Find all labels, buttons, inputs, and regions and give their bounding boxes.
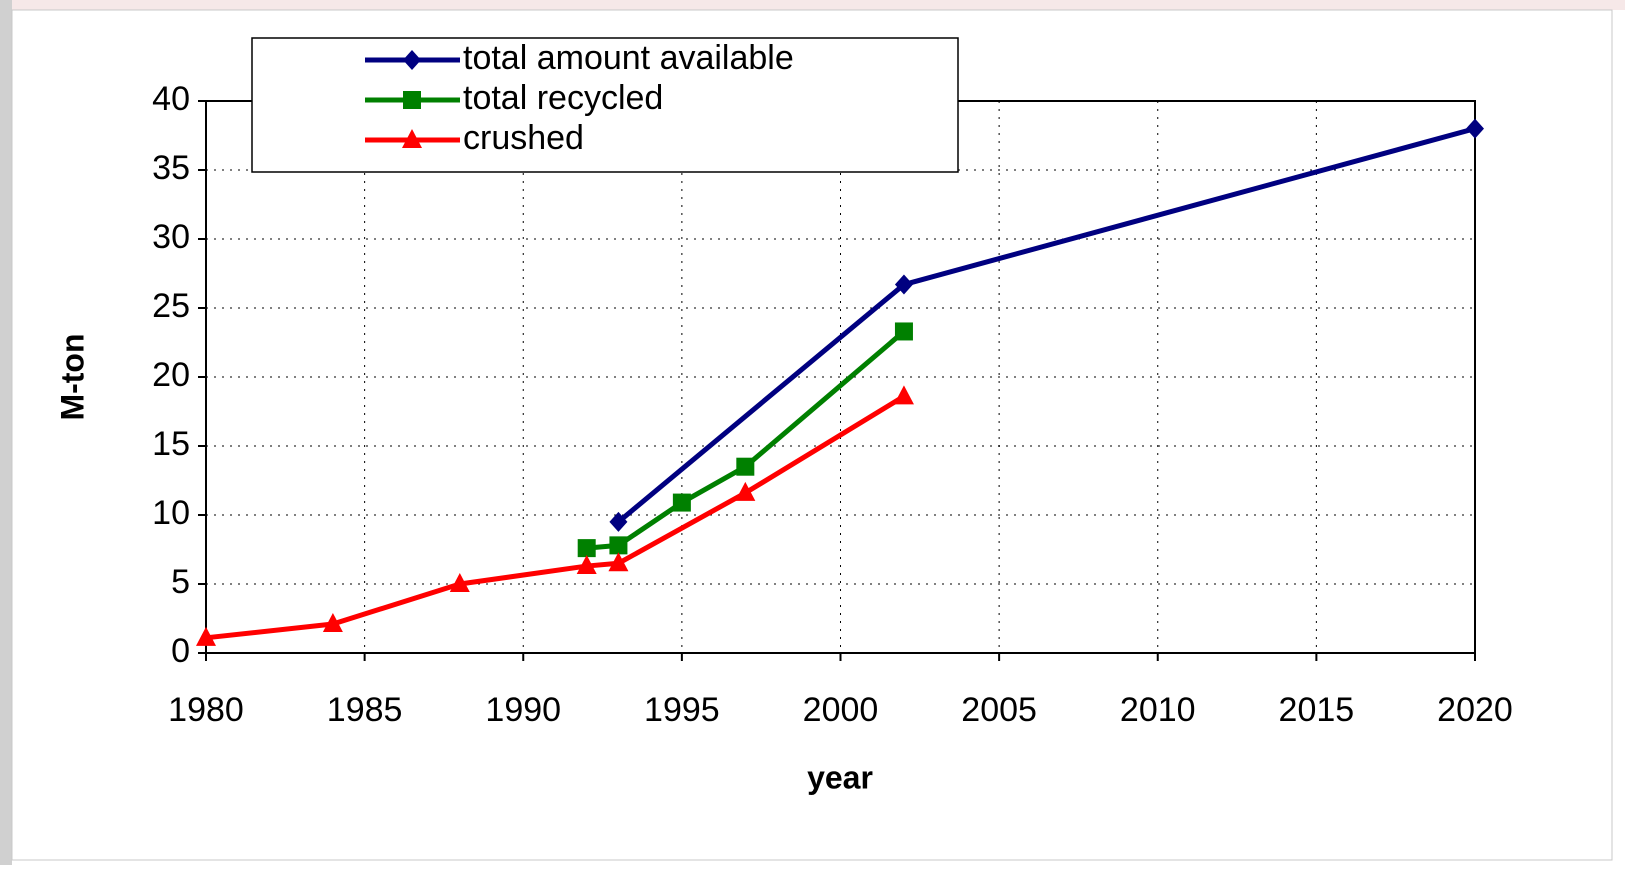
marker: [1466, 118, 1484, 139]
x-axis-label: year: [807, 759, 873, 795]
x-tick-label: 1985: [327, 691, 403, 729]
marker: [577, 539, 596, 558]
x-tick-label: 2000: [803, 691, 879, 729]
marks: [196, 118, 1484, 646]
x-tick-label: 2020: [1437, 691, 1513, 729]
y-tick-label: 0: [171, 632, 190, 670]
left-band: [0, 0, 12, 865]
y-tick-label: 25: [152, 287, 190, 325]
y-tick-label: 5: [171, 563, 190, 601]
y-tick-label: 15: [152, 425, 190, 463]
x-tick-label: 1980: [168, 691, 244, 729]
marker: [893, 385, 914, 405]
y-tick-label: 10: [152, 494, 190, 532]
y-axis-label: M-ton: [54, 333, 90, 420]
marker: [894, 274, 913, 295]
marker: [894, 322, 913, 341]
marker: [196, 626, 216, 646]
marker: [576, 555, 597, 575]
marker: [736, 457, 755, 476]
legend-label: total recycled: [463, 79, 663, 117]
marker: [609, 536, 628, 555]
marker: [449, 573, 470, 592]
legend-label: total amount available: [463, 39, 794, 77]
x-tick-label: 2010: [1120, 691, 1196, 729]
x-tick-label: 2015: [1279, 691, 1355, 729]
marker: [403, 50, 421, 70]
y-tick-label: 30: [152, 218, 190, 256]
x-tick-label: 1990: [485, 691, 561, 729]
marker: [735, 481, 756, 501]
y-tick-label: 35: [152, 149, 190, 187]
top-band: [0, 0, 1625, 10]
y-tick-label: 20: [152, 356, 190, 394]
marker: [608, 552, 629, 572]
marker: [322, 613, 343, 633]
x-tick-label: 1995: [644, 691, 720, 729]
marker: [402, 129, 422, 148]
marker: [672, 493, 691, 512]
x-tick-label: 2005: [961, 691, 1037, 729]
marker: [609, 511, 628, 532]
legend-label: crushed: [463, 119, 584, 157]
y-tick-label: 40: [152, 80, 190, 118]
marker: [403, 91, 421, 109]
